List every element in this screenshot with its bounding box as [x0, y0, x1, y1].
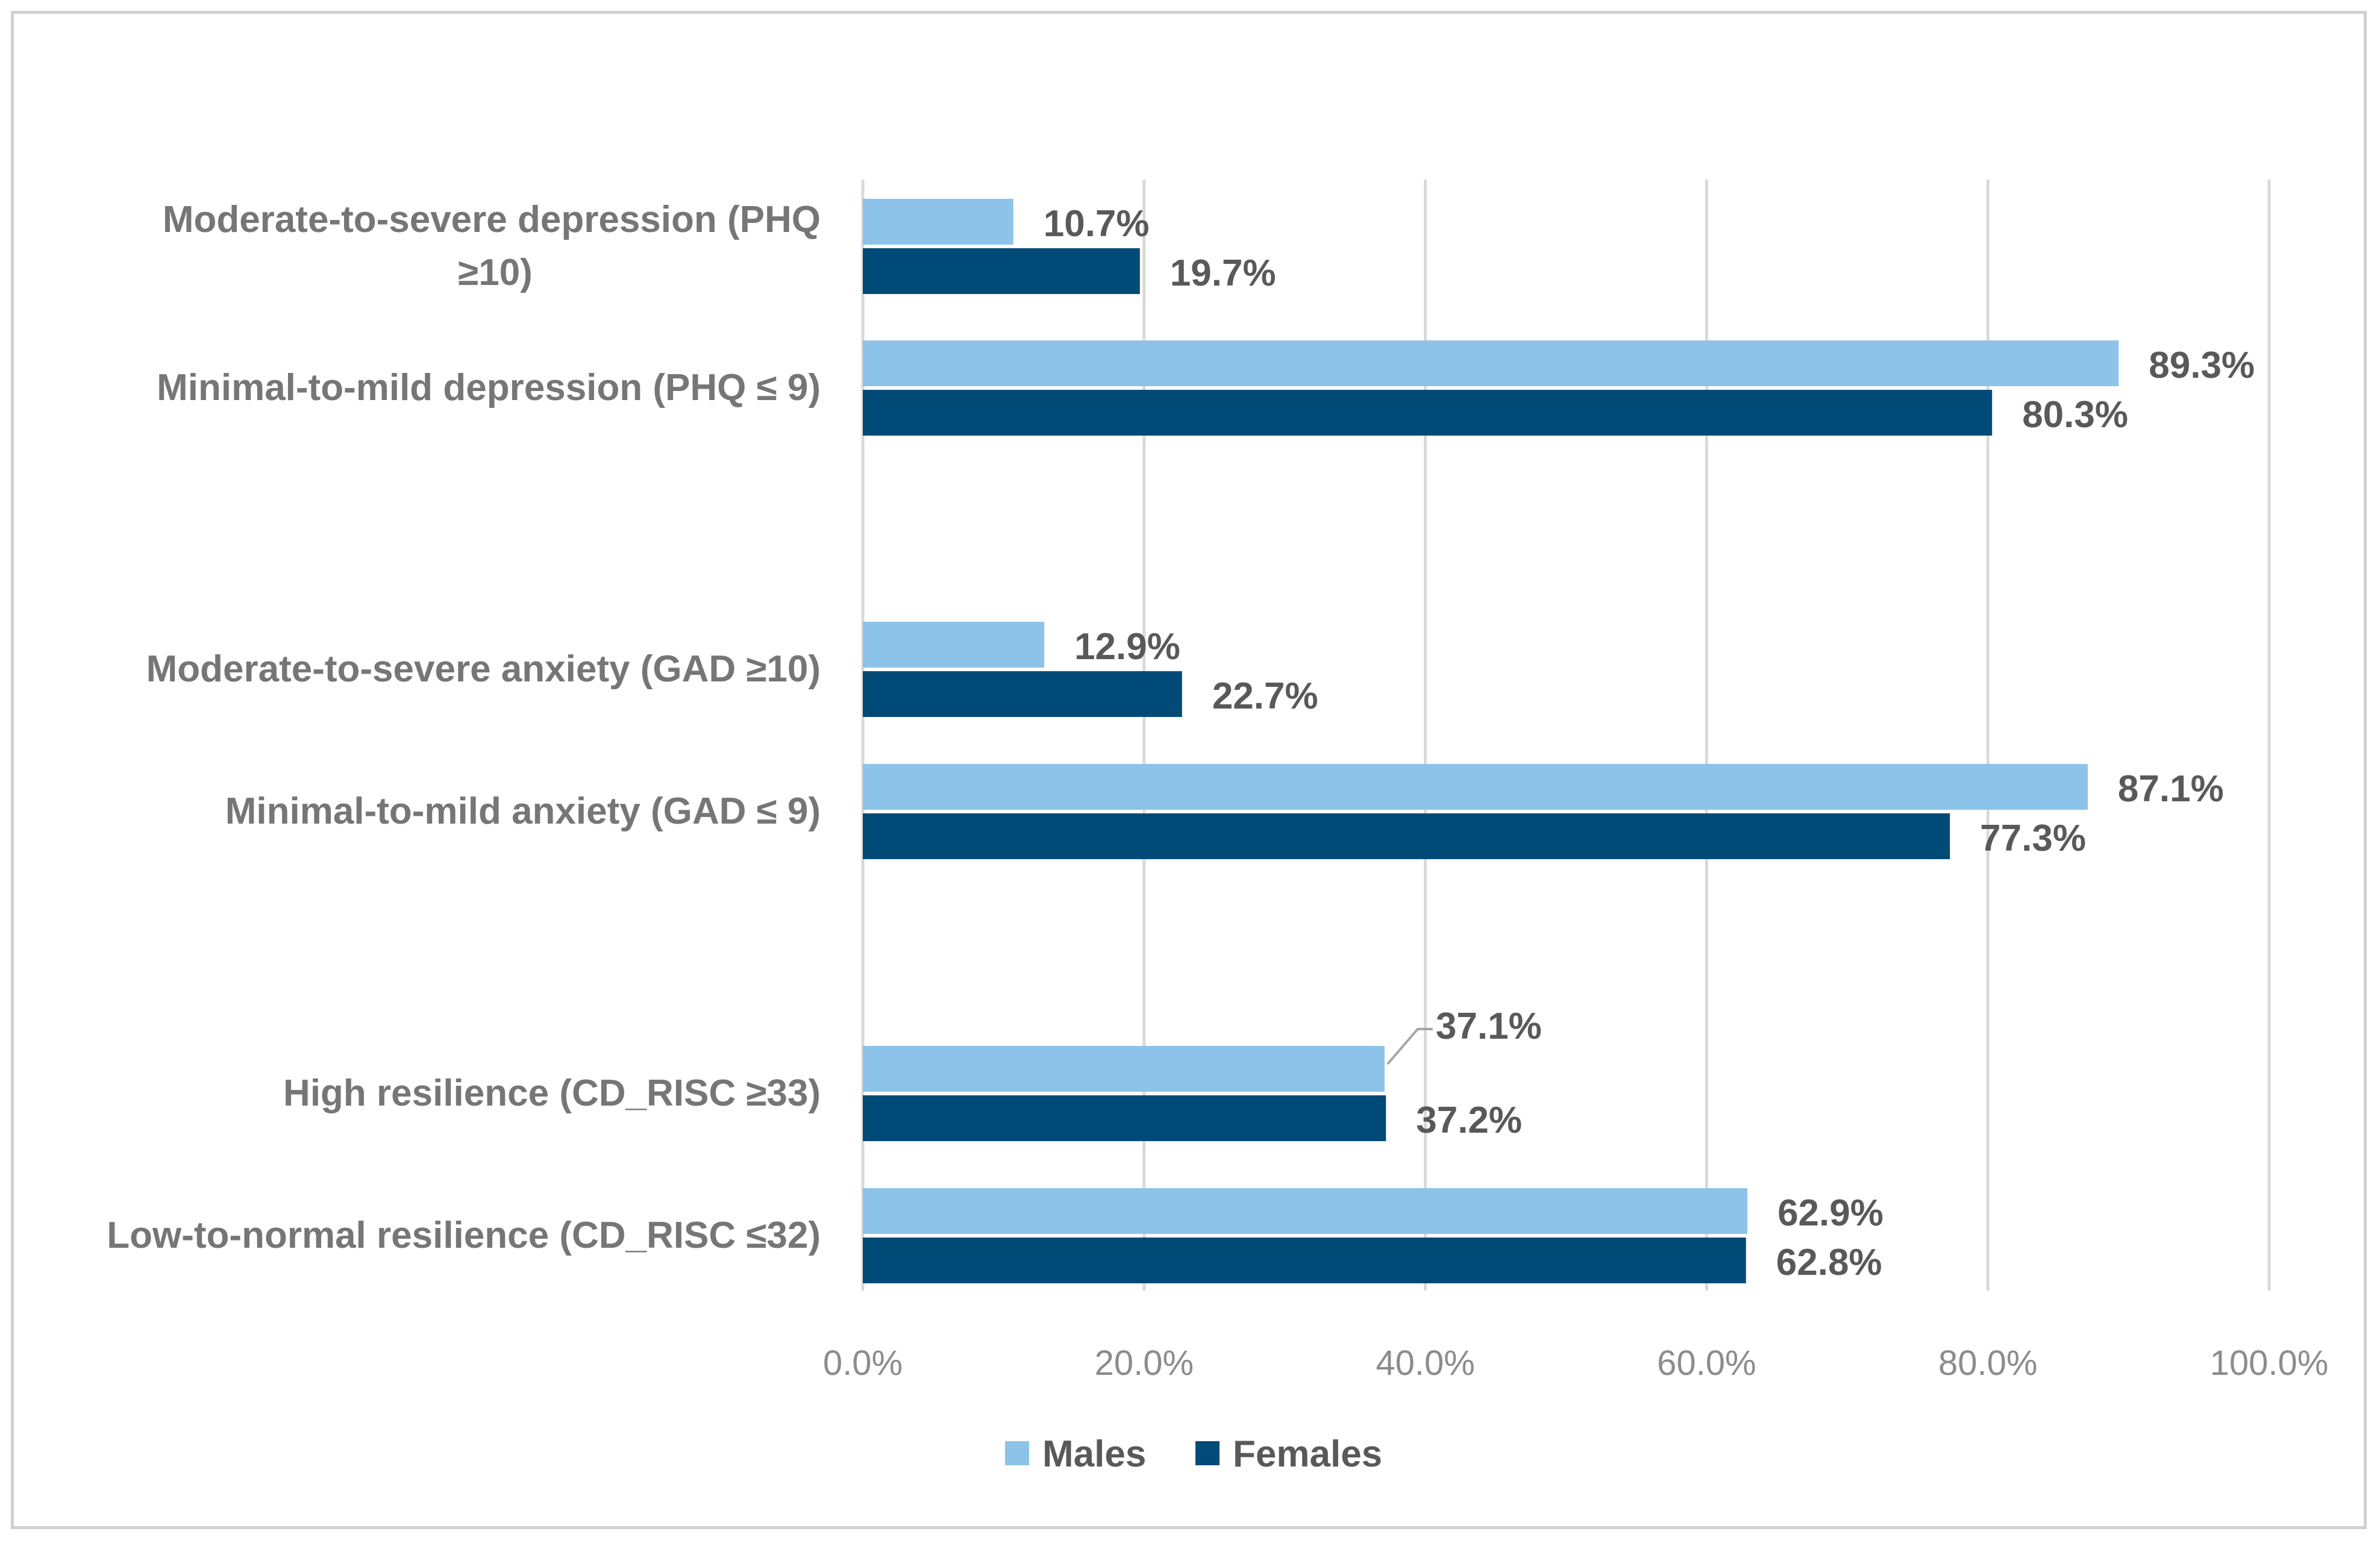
category-label: ≥10) [458, 252, 533, 293]
bar-females [863, 390, 1993, 436]
data-label: 10.7% [1044, 203, 1150, 245]
bar-males [863, 1046, 1385, 1092]
data-label: 12.9% [1074, 626, 1180, 668]
legend-swatch-females [1195, 1441, 1220, 1465]
bar-females [863, 248, 1140, 294]
x-tick-label: 80.0% [1938, 1344, 2037, 1383]
data-label: 62.8% [1776, 1242, 1882, 1283]
bar-males [863, 340, 2119, 386]
x-axis-tick-labels: 0.0% 20.0% 40.0% 60.0% 80.0% 100.0% [823, 1344, 2328, 1383]
data-label: 77.3% [1980, 818, 2086, 859]
data-label: 62.9% [1777, 1192, 1884, 1234]
data-label: 19.7% [1170, 252, 1276, 294]
category-label: Low-to-normal resilience (CD_RISC ≤32) [107, 1215, 821, 1256]
value-labels: 10.7% 89.3% 12.9% 87.1% 37.1% 62.9% 19.7% 80.3%… [1044, 203, 2255, 1283]
data-label: 80.3% [2022, 394, 2128, 436]
data-label: 37.1% [1436, 1006, 1542, 1047]
x-tick-label: 0.0% [823, 1344, 903, 1383]
data-label: 22.7% [1212, 675, 1318, 717]
category-label: Moderate-to-severe depression (PHQ [163, 199, 821, 240]
x-tick-label: 20.0% [1095, 1344, 1194, 1383]
x-tick-label: 60.0% [1657, 1344, 1756, 1383]
category-label: Moderate-to-severe anxiety (GAD ≥10) [146, 648, 821, 690]
bars [863, 199, 2119, 1283]
legend: Males Females [1005, 1433, 1382, 1475]
category-label: Minimal-to-mild depression (PHQ ≤ 9) [157, 367, 821, 408]
data-label: 87.1% [2118, 768, 2224, 810]
bar-males [863, 622, 1045, 668]
category-labels: Moderate-to-severe depression (PHQ ≥10) Mi… [107, 199, 821, 1256]
legend-label-males: Males [1042, 1433, 1146, 1475]
legend-swatch-males [1005, 1441, 1029, 1465]
bar-females [863, 1095, 1386, 1141]
bar-males [863, 764, 2088, 810]
data-label: 89.3% [2149, 345, 2255, 386]
bar-females [863, 671, 1182, 717]
bar-males [863, 199, 1013, 245]
data-label: 37.2% [1416, 1100, 1522, 1141]
bar-females [863, 1238, 1746, 1283]
bar-males [863, 1188, 1748, 1234]
x-tick-label: 100.0% [2210, 1344, 2329, 1383]
category-label: Minimal-to-mild anxiety (GAD ≤ 9) [225, 790, 821, 832]
legend-label-females: Females [1233, 1433, 1382, 1475]
x-tick-label: 40.0% [1376, 1344, 1474, 1383]
bar-females [863, 813, 1950, 859]
category-label: High resilience (CD_RISC ≥33) [283, 1072, 821, 1114]
data-label-leader-line [1386, 1028, 1433, 1065]
